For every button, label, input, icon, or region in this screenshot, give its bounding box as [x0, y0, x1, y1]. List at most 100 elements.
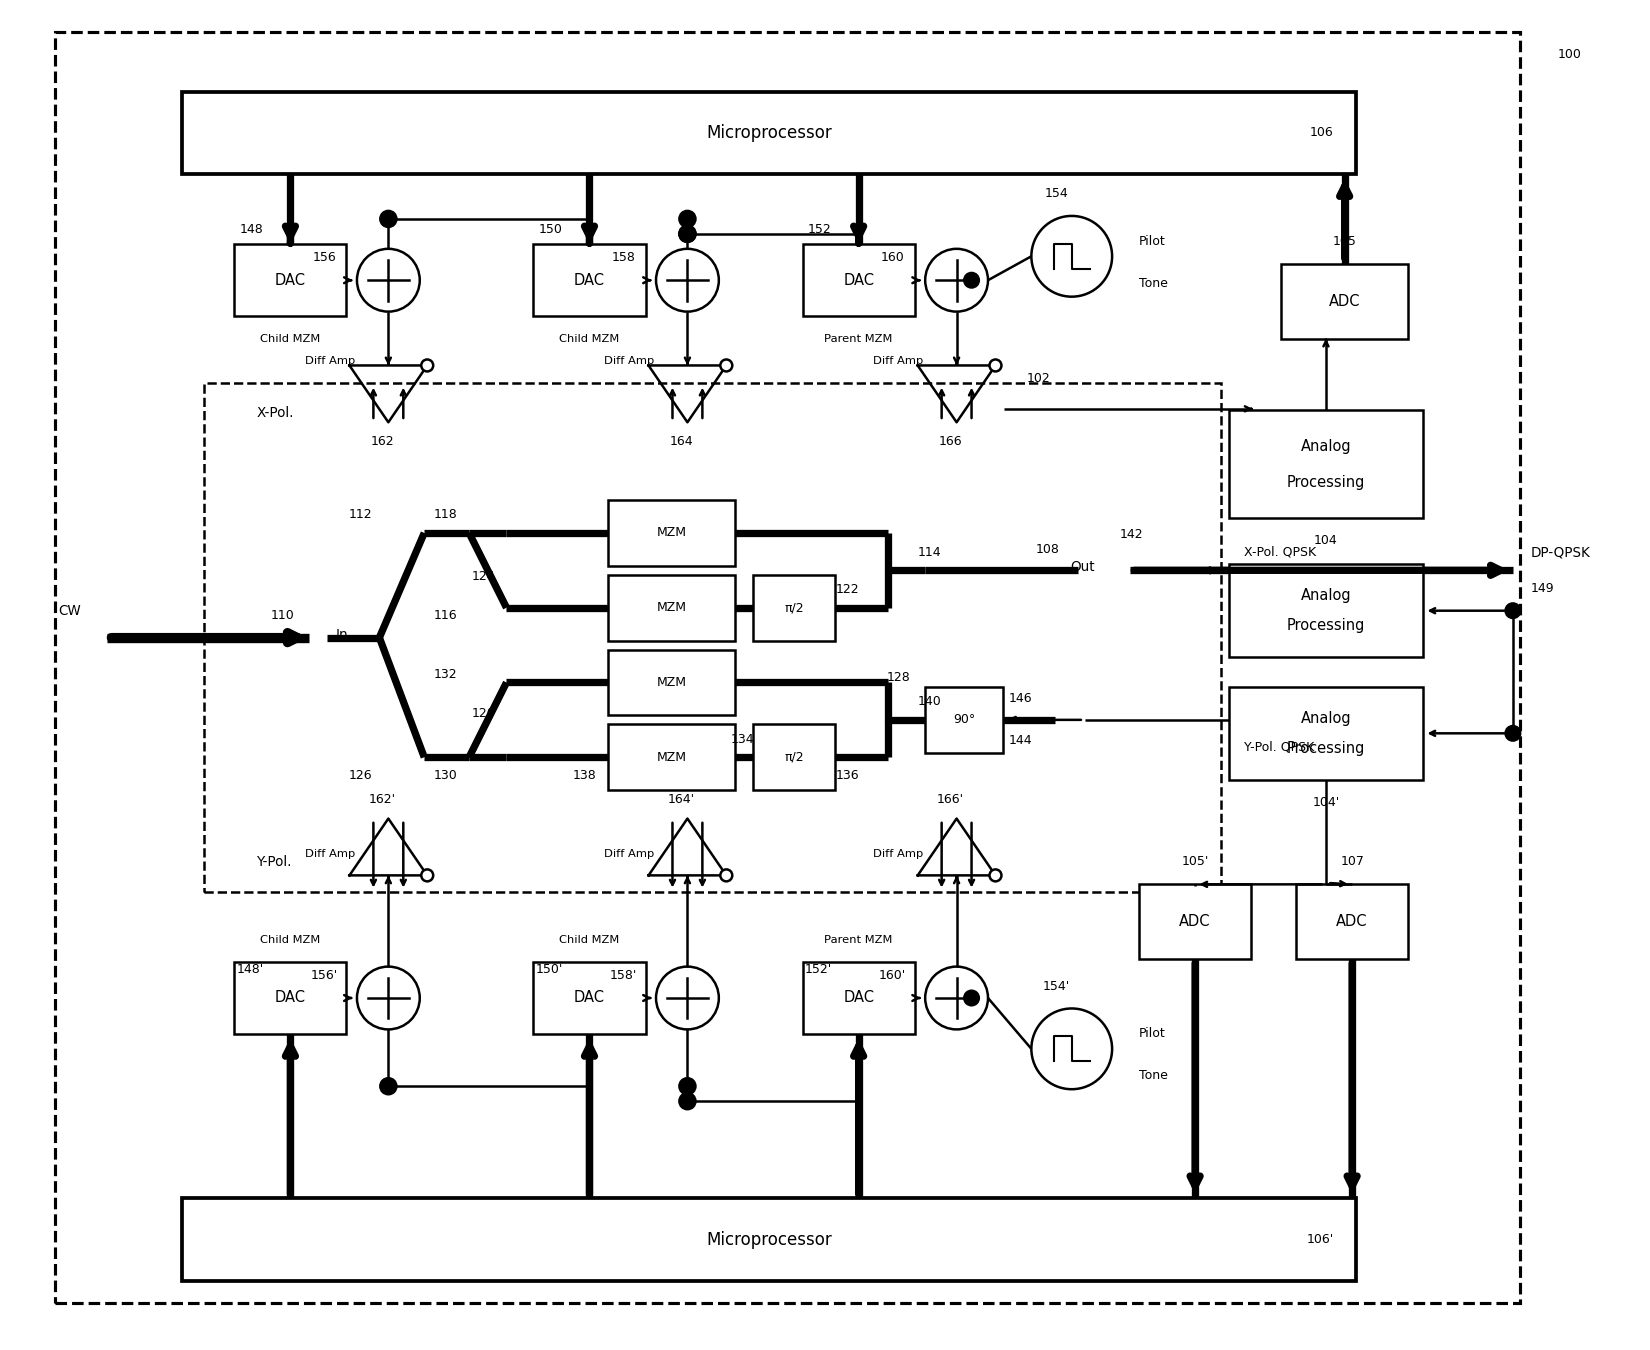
Text: π/2: π/2 [784, 601, 804, 614]
Text: MZM: MZM [657, 751, 686, 764]
Bar [752, 725, 835, 790]
Text: 164: 164 [670, 435, 693, 448]
Bar [609, 649, 736, 716]
Text: 106': 106' [1307, 1233, 1333, 1246]
Bar [1138, 884, 1251, 958]
Circle shape [721, 869, 733, 882]
Circle shape [356, 248, 419, 312]
Text: 166': 166' [937, 792, 964, 806]
Text: 90°: 90° [954, 713, 975, 726]
Circle shape [926, 248, 988, 312]
Text: Y-Pol. QPSK: Y-Pol. QPSK [1244, 740, 1313, 753]
Text: 116: 116 [434, 609, 457, 622]
Text: 148: 148 [239, 223, 264, 236]
Text: 105': 105' [1181, 856, 1209, 868]
Text: Processing: Processing [1287, 741, 1365, 756]
Bar [182, 1199, 1356, 1281]
Text: Analog: Analog [1300, 711, 1351, 726]
Bar [205, 383, 1221, 892]
Text: 108: 108 [1036, 543, 1059, 556]
Text: Child MZM: Child MZM [559, 333, 620, 343]
Circle shape [380, 211, 396, 227]
Bar [1295, 884, 1407, 958]
Text: Processing: Processing [1287, 618, 1365, 633]
Text: 114: 114 [917, 545, 942, 559]
Circle shape [990, 869, 1002, 882]
Text: 152: 152 [808, 223, 832, 236]
Text: 158': 158' [609, 969, 637, 981]
Text: Child MZM: Child MZM [559, 934, 620, 945]
Text: Child MZM: Child MZM [261, 333, 320, 343]
Text: In: In [337, 628, 348, 641]
Text: Diff Amp: Diff Amp [604, 356, 653, 366]
Bar [182, 92, 1356, 174]
Text: 149: 149 [1531, 582, 1554, 595]
Bar [752, 575, 835, 641]
Text: X-Pol.: X-Pol. [257, 406, 294, 420]
Text: ADC: ADC [1336, 914, 1368, 929]
Circle shape [380, 1079, 396, 1095]
Text: ADC: ADC [1180, 914, 1211, 929]
Text: 118: 118 [434, 509, 457, 521]
Bar [1229, 564, 1424, 657]
Bar [926, 687, 1003, 753]
Circle shape [1031, 1008, 1112, 1089]
Text: ADC: ADC [1328, 294, 1360, 309]
Text: 110: 110 [271, 609, 294, 622]
Text: 144: 144 [1010, 734, 1033, 748]
Bar [234, 244, 346, 316]
Circle shape [680, 211, 696, 227]
Circle shape [680, 1094, 696, 1110]
Text: Diff Amp: Diff Amp [604, 849, 653, 860]
Text: π/2: π/2 [784, 751, 804, 764]
Circle shape [680, 1079, 696, 1095]
Text: MZM: MZM [657, 526, 686, 540]
Text: Diff Amp: Diff Amp [873, 356, 922, 366]
Text: Tone: Tone [1138, 1069, 1168, 1083]
Text: Pilot: Pilot [1138, 1027, 1167, 1041]
Bar [234, 963, 346, 1034]
Text: Tone: Tone [1138, 277, 1168, 290]
Text: Diff Amp: Diff Amp [305, 356, 355, 366]
Text: 160: 160 [881, 251, 904, 265]
Bar [533, 963, 645, 1034]
Text: 158: 158 [610, 251, 635, 265]
Text: 104': 104' [1312, 795, 1340, 809]
Text: Microprocessor: Microprocessor [706, 124, 832, 142]
Text: 130: 130 [434, 768, 457, 782]
Text: 132: 132 [434, 668, 457, 682]
Text: 134: 134 [731, 733, 754, 745]
Text: Pilot: Pilot [1138, 235, 1167, 248]
Text: Diff Amp: Diff Amp [873, 849, 922, 860]
Text: MZM: MZM [657, 676, 686, 688]
Circle shape [1505, 726, 1520, 741]
Text: Processing: Processing [1287, 475, 1365, 490]
Text: X-Pol. QPSK: X-Pol. QPSK [1244, 545, 1315, 559]
Bar [1229, 687, 1424, 780]
Text: DP-QPSK: DP-QPSK [1531, 545, 1591, 559]
Text: 164': 164' [668, 792, 695, 806]
Bar [609, 575, 736, 641]
Circle shape [964, 273, 978, 288]
Circle shape [680, 225, 696, 242]
Text: 105: 105 [1333, 235, 1356, 248]
Text: Diff Amp: Diff Amp [305, 849, 355, 860]
Text: 142: 142 [1120, 528, 1143, 541]
Circle shape [926, 967, 988, 1030]
Circle shape [1505, 603, 1520, 618]
Text: Parent MZM: Parent MZM [825, 934, 893, 945]
Text: DAC: DAC [276, 273, 305, 288]
Circle shape [964, 991, 978, 1006]
Text: Analog: Analog [1300, 439, 1351, 454]
Text: 162: 162 [371, 435, 394, 448]
Bar [1280, 263, 1407, 339]
Text: 122: 122 [835, 583, 860, 597]
Circle shape [1031, 216, 1112, 297]
Text: 140: 140 [917, 695, 942, 709]
Text: 160': 160' [879, 969, 906, 981]
Text: 112: 112 [348, 509, 371, 521]
Text: 100: 100 [1558, 47, 1582, 61]
Text: 156: 156 [312, 251, 337, 265]
Text: 136: 136 [835, 768, 860, 782]
Bar [1229, 410, 1424, 518]
